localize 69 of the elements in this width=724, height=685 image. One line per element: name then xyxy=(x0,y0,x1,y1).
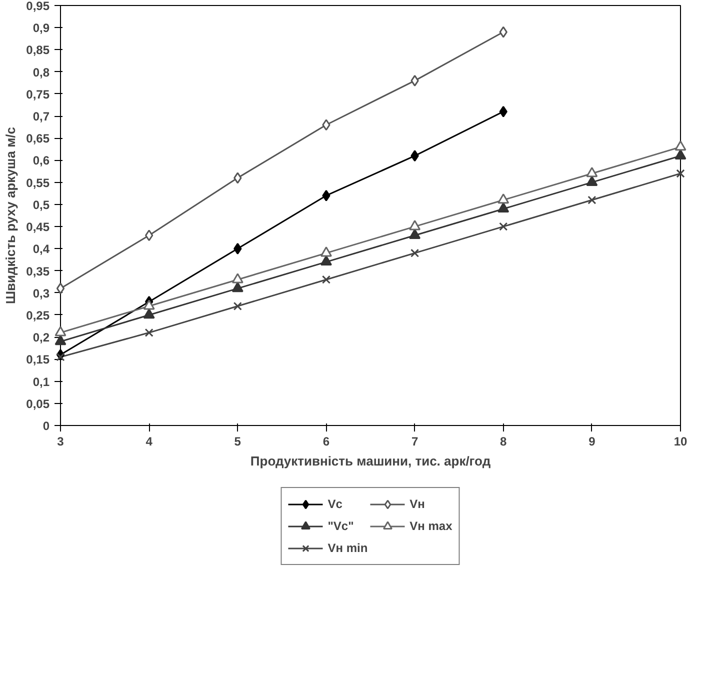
point xyxy=(143,300,155,310)
y-tick-label: 0,95 xyxy=(26,0,50,13)
point xyxy=(320,246,332,257)
legend-label: Vc xyxy=(328,497,344,511)
y-tick-label: 0,7 xyxy=(32,110,50,124)
point xyxy=(322,275,330,284)
point xyxy=(144,328,154,337)
point xyxy=(233,302,242,310)
y-tick-label: 0,9 xyxy=(32,21,50,36)
point xyxy=(234,172,242,184)
y-tick-label: 0 xyxy=(42,419,50,433)
point xyxy=(322,119,330,131)
point xyxy=(499,106,508,118)
y-tick-label: 0,1 xyxy=(32,374,50,389)
point xyxy=(410,150,419,162)
point xyxy=(588,196,596,204)
y-tick-label: 0,5 xyxy=(32,198,50,212)
y-tick-label: 0,05 xyxy=(26,396,50,411)
point xyxy=(674,149,686,160)
x-tick-label: 5 xyxy=(234,434,242,448)
x-axis-title: Продуктивність машини, тис. арк/год xyxy=(250,454,492,468)
y-tick-label: 0,4 xyxy=(32,242,50,256)
point xyxy=(409,228,421,240)
point xyxy=(54,326,66,336)
x-tick-label: 4 xyxy=(146,434,153,448)
point xyxy=(409,220,421,230)
point xyxy=(56,282,65,294)
legend-label: Vн max xyxy=(410,519,452,533)
point xyxy=(234,242,242,254)
y-tick-label: 0,75 xyxy=(26,87,50,102)
point xyxy=(410,248,420,258)
y-tick-label: 0,2 xyxy=(32,330,50,345)
point xyxy=(322,190,330,202)
y-axis-title: Швидкість руху аркуша м/с xyxy=(3,126,18,304)
point xyxy=(143,308,155,319)
y-tick-label: 0,65 xyxy=(26,132,50,146)
point xyxy=(498,202,510,213)
point xyxy=(410,74,419,86)
point xyxy=(56,352,65,362)
y-tick-label: 0,35 xyxy=(26,264,50,278)
point xyxy=(232,282,244,292)
x-tick-label: 8 xyxy=(500,434,508,448)
y-tick-label: 0,85 xyxy=(26,43,50,58)
y-tick-label: 0,45 xyxy=(26,220,50,234)
x-tick-label: 9 xyxy=(588,434,596,448)
point xyxy=(232,273,244,284)
point xyxy=(320,255,332,266)
y-tick-label: 0,3 xyxy=(32,286,50,300)
point xyxy=(586,176,598,186)
y-tick-label: 0,6 xyxy=(32,154,50,168)
point xyxy=(144,230,154,242)
y-tick-label: 0,25 xyxy=(26,308,50,322)
legend-label: Vн xyxy=(410,497,426,511)
legend-label: Vн min xyxy=(328,541,368,555)
y-tick-label: 0,8 xyxy=(32,65,50,80)
point xyxy=(498,194,510,204)
legend-label: "Vc" xyxy=(328,519,354,533)
y-tick-label: 0,15 xyxy=(26,352,50,367)
x-tick-label: 7 xyxy=(411,434,418,448)
y-tick-label: 0,55 xyxy=(26,176,50,190)
point xyxy=(674,140,686,151)
point xyxy=(586,166,598,178)
point xyxy=(676,169,685,178)
point xyxy=(54,334,66,346)
x-tick-label: 6 xyxy=(322,434,330,448)
point xyxy=(499,222,508,231)
x-tick-label: 10 xyxy=(674,434,688,448)
point xyxy=(499,26,508,38)
x-tick-label: 3 xyxy=(57,434,64,448)
